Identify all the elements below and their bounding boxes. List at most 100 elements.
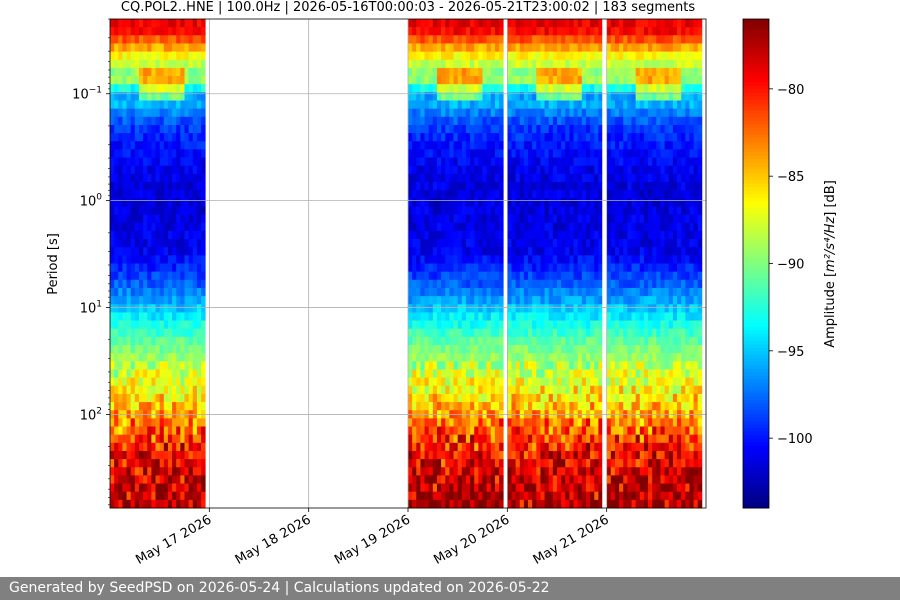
heatmap-cell [159, 475, 165, 484]
heatmap-cell [114, 483, 119, 493]
heatmap-cell [436, 328, 442, 338]
heatmap-cell [453, 450, 459, 460]
heatmap-cell [581, 165, 587, 175]
heatmap-cell [428, 198, 434, 207]
heatmap-cell [445, 76, 450, 85]
heatmap-cell [631, 214, 637, 224]
heatmap-cell [643, 353, 649, 362]
heatmap-cell [660, 345, 666, 354]
heatmap-cell [180, 279, 185, 289]
heatmap-cell [441, 467, 446, 476]
heatmap-cell [648, 287, 653, 297]
heatmap-cell [544, 190, 550, 199]
heatmap-cell [130, 190, 136, 199]
heatmap-cell [552, 19, 558, 28]
heatmap-cell [656, 247, 661, 256]
heatmap-cell [110, 336, 115, 346]
heatmap-cell [569, 426, 574, 436]
heatmap-cell [486, 328, 492, 338]
heatmap-cell [428, 434, 434, 444]
heatmap-cell [548, 312, 554, 321]
heatmap-cell [486, 206, 492, 215]
heatmap-cell [122, 426, 127, 436]
heatmap-cell [436, 149, 442, 158]
heatmap-cell [465, 271, 471, 281]
heatmap-cell [159, 279, 165, 289]
heatmap-cell [453, 328, 459, 338]
heatmap-cell [652, 287, 657, 297]
heatmap-cell [614, 418, 620, 427]
heatmap-cell [565, 418, 570, 427]
heatmap-cell [519, 239, 525, 248]
heatmap-cell [557, 393, 562, 403]
heatmap-cell [494, 434, 500, 444]
heatmap-cell [184, 491, 190, 501]
heatmap-cell [486, 35, 492, 44]
heatmap-cell [453, 51, 459, 61]
heatmap-cell [478, 214, 483, 224]
heatmap-cell [176, 255, 181, 264]
heatmap-cell [594, 353, 599, 362]
heatmap-cell [648, 271, 653, 281]
heatmap-cell [528, 141, 533, 150]
heatmap-cell [648, 51, 653, 61]
heatmap-cell [167, 255, 173, 264]
heatmap-cell [465, 353, 471, 362]
heatmap-cell [581, 230, 587, 240]
heatmap-cell [465, 377, 471, 387]
heatmap-cell [408, 239, 413, 248]
heatmap-cell [151, 491, 156, 501]
heatmap-cell [540, 255, 545, 264]
heatmap-cell [201, 149, 206, 158]
heatmap-cell [167, 320, 173, 330]
heatmap-cell [424, 19, 430, 28]
heatmap-cell [569, 182, 574, 191]
heatmap-cell [155, 59, 161, 69]
heatmap-cell [486, 230, 492, 240]
heatmap-cell [623, 336, 628, 346]
heatmap-cell [581, 67, 587, 77]
heatmap-cell [590, 230, 595, 240]
heatmap-cell [606, 377, 612, 387]
heatmap-cell [557, 67, 562, 77]
heatmap-cell [594, 222, 599, 232]
heatmap-cell [470, 157, 475, 167]
heatmap-cell [188, 353, 194, 362]
heatmap-cell [544, 92, 550, 101]
heatmap-cell [494, 271, 500, 281]
heatmap-cell [569, 491, 574, 501]
heatmap-cell [623, 43, 628, 52]
heatmap-cell [519, 442, 525, 452]
heatmap-cell [515, 385, 521, 395]
heatmap-cell [635, 263, 641, 273]
heatmap-cell [619, 255, 624, 264]
heatmap-cell [188, 336, 194, 346]
heatmap-cell [619, 51, 624, 61]
heatmap-cell [594, 402, 599, 411]
heatmap-cell [118, 59, 123, 69]
heatmap-cell [490, 418, 496, 427]
heatmap-cell [130, 459, 136, 468]
heatmap-cell [436, 377, 442, 387]
heatmap-cell [581, 459, 587, 468]
heatmap-cell [536, 43, 541, 52]
heatmap-cell [660, 418, 666, 427]
heatmap-cell [499, 467, 504, 476]
heatmap-cell [577, 230, 583, 240]
heatmap-cell [416, 230, 421, 240]
heatmap-cell [188, 467, 194, 476]
heatmap-cell [614, 271, 620, 281]
heatmap-cell [151, 133, 156, 142]
heatmap-cell [656, 67, 661, 77]
heatmap-cell [486, 499, 492, 509]
heatmap-cell [188, 255, 194, 264]
heatmap-cell [606, 92, 612, 101]
heatmap-cell [635, 279, 641, 289]
heatmap-cell [598, 402, 603, 411]
heatmap-cell [192, 385, 198, 395]
heatmap-cell [594, 442, 599, 452]
heatmap-cell [184, 59, 190, 69]
heatmap-cell [143, 51, 148, 61]
heatmap-cell [416, 287, 421, 297]
heatmap-cell [581, 336, 587, 346]
